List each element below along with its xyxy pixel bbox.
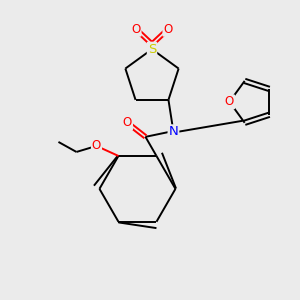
Text: O: O (131, 23, 141, 36)
Text: N: N (169, 125, 178, 138)
Text: O: O (92, 140, 101, 152)
Text: O: O (123, 116, 132, 129)
Text: S: S (148, 43, 156, 56)
Text: O: O (225, 95, 234, 108)
Text: O: O (164, 23, 172, 36)
